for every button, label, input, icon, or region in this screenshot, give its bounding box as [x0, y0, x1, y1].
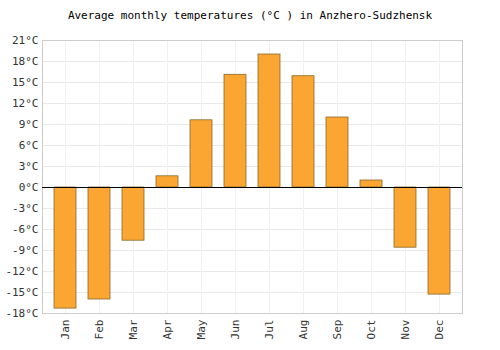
svg-text:-9°C: -9°C	[12, 244, 39, 257]
svg-text:Aug: Aug	[297, 320, 310, 340]
svg-text:3°C: 3°C	[19, 160, 39, 173]
svg-text:Jul: Jul	[263, 320, 276, 340]
svg-text:12°C: 12°C	[12, 97, 39, 110]
svg-text:May: May	[195, 319, 208, 339]
svg-text:Jun: Jun	[229, 320, 242, 340]
html-text:Average monthly temperatures (: Average monthly temperatures (°C ) in An…	[67, 9, 433, 22]
svg-text:15°C: 15°C	[12, 76, 39, 89]
svg-text:21°C: 21°C	[12, 34, 39, 47]
svg-text:Feb: Feb	[93, 320, 106, 340]
svg-text:Nov: Nov	[399, 319, 412, 339]
svg-text:Oct: Oct	[365, 320, 378, 340]
svg-text:6°C: 6°C	[19, 139, 39, 152]
svg-text:Dec: Dec	[433, 320, 446, 340]
svg-text:9°C: 9°C	[19, 118, 39, 131]
svg-text:Apr: Apr	[161, 319, 174, 339]
svg-text:0°C: 0°C	[19, 181, 39, 194]
svg-text:-3°C: -3°C	[12, 202, 39, 215]
svg-text:-15°C: -15°C	[5, 286, 38, 299]
svg-text:Mar: Mar	[127, 319, 140, 339]
svg-text:Jan: Jan	[59, 320, 72, 340]
svg-text:Sep: Sep	[331, 320, 344, 340]
svg-text:-12°C: -12°C	[5, 265, 38, 278]
svg-text:-6°C: -6°C	[12, 223, 39, 236]
svg-text:-18°C: -18°C	[5, 307, 38, 320]
svg-text:18°C: 18°C	[12, 55, 39, 68]
